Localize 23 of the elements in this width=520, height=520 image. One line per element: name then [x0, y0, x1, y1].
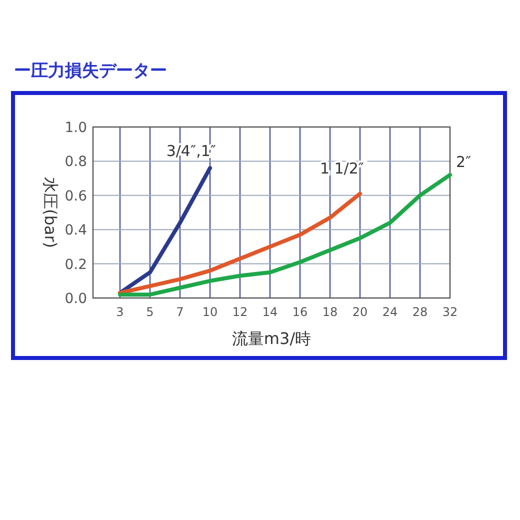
y-axis-title: 水圧(bar)	[41, 176, 60, 248]
x-tick-label: 5	[146, 305, 154, 319]
x-tick-label: 28	[412, 305, 428, 319]
line-series	[118, 192, 362, 295]
x-tick-label: 16	[292, 305, 308, 319]
y-tick-label: 1.0	[64, 120, 87, 136]
chart-title: ー圧力損失データー	[14, 61, 167, 81]
y-tick-label: 0.2	[64, 256, 87, 273]
y-tick-label: 0.0	[64, 291, 87, 307]
y-tick-label: 0.6	[64, 188, 88, 204]
x-tick-label: 3	[116, 305, 124, 319]
x-axis-title: 流量m3/時	[232, 329, 312, 348]
x-tick-label: 10	[202, 305, 218, 319]
x-tick-label: 24	[382, 305, 398, 319]
x-tick-label: 20	[352, 305, 368, 319]
series-label: 2″	[456, 152, 472, 171]
y-tick-label: 0.8	[64, 154, 87, 170]
y-tick-label: 0.4	[64, 222, 88, 239]
x-tick-label: 7	[176, 305, 184, 319]
x-tick-label: 14	[262, 305, 278, 319]
x-tick-label: 12	[232, 305, 248, 319]
x-tick-label: 32	[442, 305, 458, 319]
x-tick-label: 18	[322, 305, 338, 319]
